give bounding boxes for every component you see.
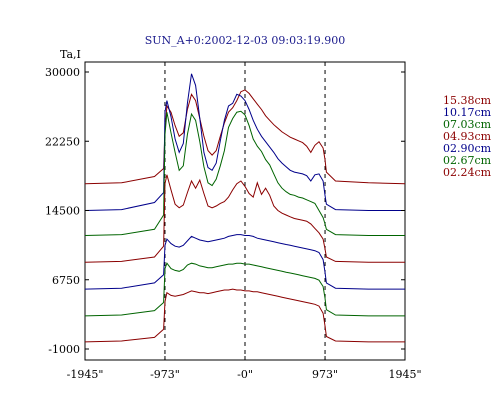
- series-line-02.24cm: [84, 288, 405, 343]
- series-line-07.03cm: [84, 110, 405, 236]
- chart-title: SUN_A+0:2002-12-03 09:03:19.900: [145, 34, 346, 47]
- y-tick-label: -1000: [48, 343, 80, 356]
- x-tick-label: 1945": [388, 368, 421, 381]
- x-tick-label: -0": [237, 368, 253, 381]
- legend: 15.38cm10.17cm07.03cm04.93cm02.90cm02.67…: [443, 94, 492, 179]
- legend-entry: 15.38cm: [443, 94, 492, 107]
- x-ticks: -1945" -973" -0" 973" 1945": [67, 356, 422, 381]
- y-ticks: 30000 22250 14500 6750 -1000: [45, 66, 405, 356]
- series-line-15.38cm: [84, 89, 406, 185]
- y-tick-label: 22250: [45, 135, 80, 148]
- y-tick-label: 14500: [45, 205, 80, 218]
- legend-entry: 04.93cm: [443, 130, 492, 143]
- series-lines: [84, 73, 406, 343]
- y-tick-label: 6750: [52, 274, 80, 287]
- series-line-04.93cm: [84, 174, 405, 263]
- series-line-10.17cm: [84, 73, 405, 211]
- reference-lines: [164, 62, 326, 360]
- legend-entry: 07.03cm: [443, 118, 492, 131]
- x-tick-label: -973": [150, 368, 180, 381]
- legend-entry: 10.17cm: [443, 106, 492, 119]
- legend-entry: 02.24cm: [443, 166, 492, 179]
- series-line-02.67cm: [84, 262, 405, 317]
- x-tick-label: 973": [312, 368, 338, 381]
- legend-entry: 02.90cm: [443, 142, 492, 155]
- legend-entry: 02.67cm: [443, 154, 492, 167]
- x-tick-label: -1945": [67, 368, 104, 381]
- y-tick-label: 30000: [45, 66, 80, 79]
- y-axis-label: Ta,I: [60, 48, 81, 61]
- series-line-02.90cm: [84, 234, 405, 290]
